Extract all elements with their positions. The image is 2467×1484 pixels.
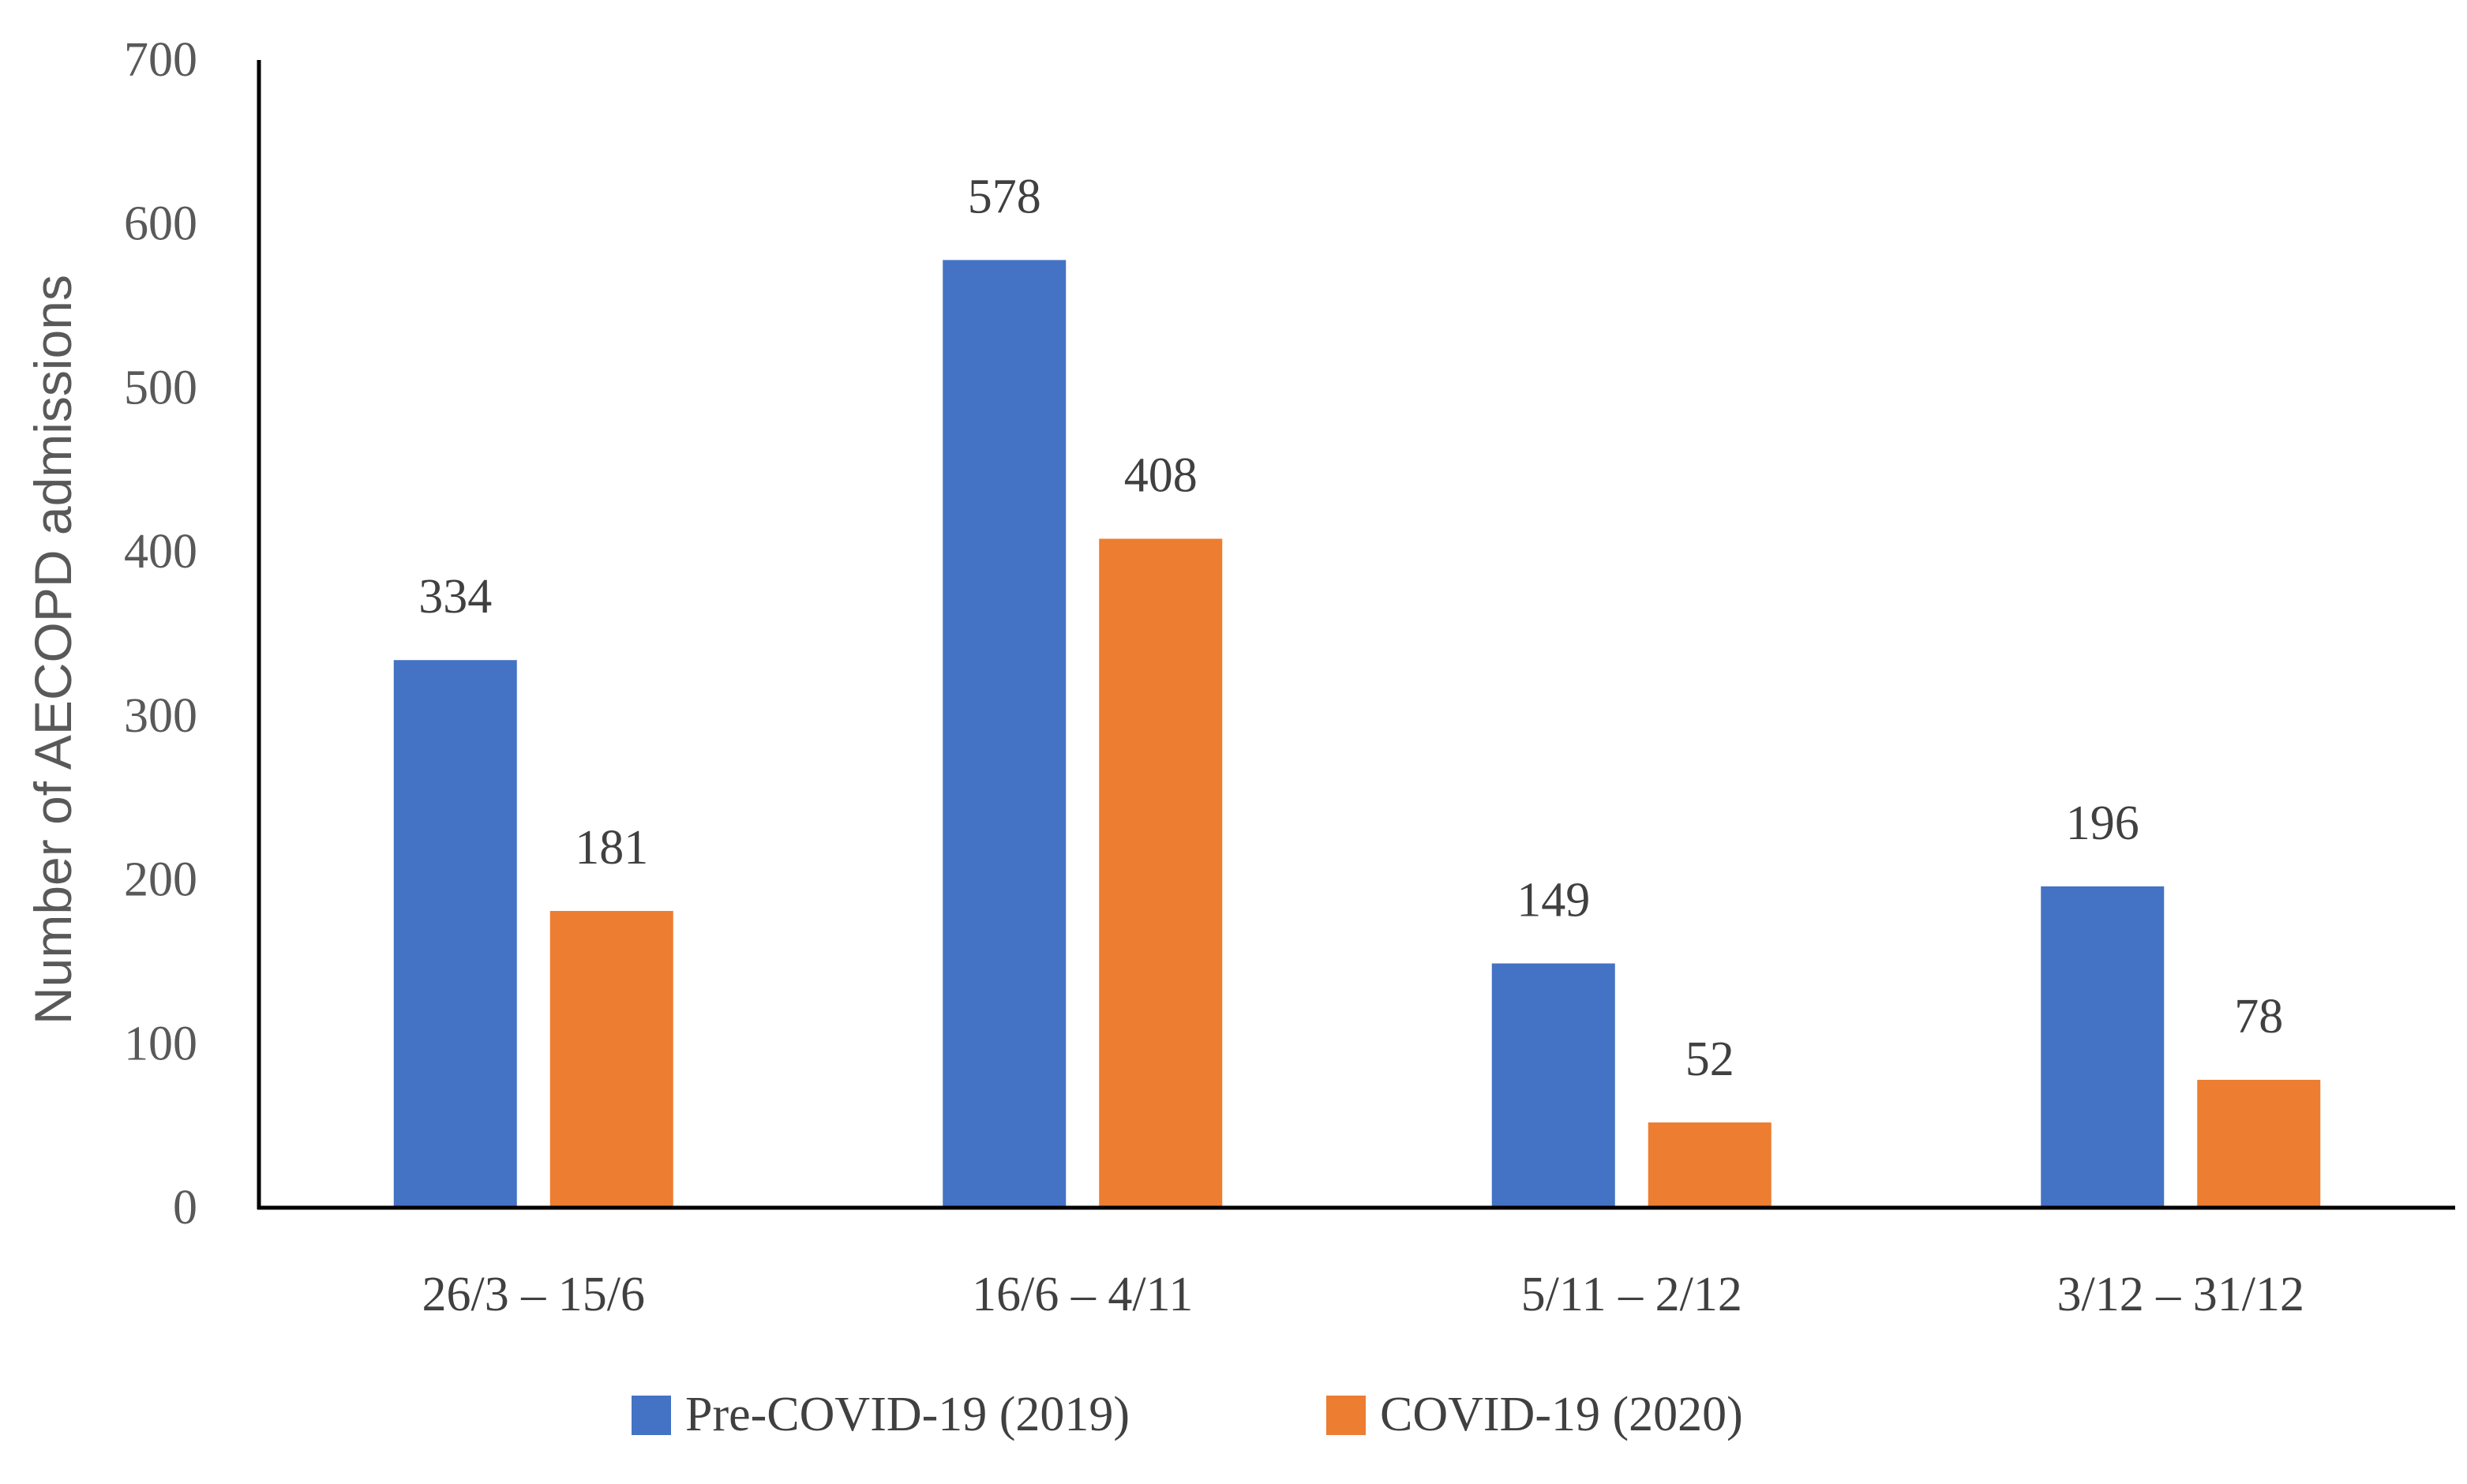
y-axis-ticks: 0 100 200 300 400 500 600 700: [124, 33, 197, 1235]
bar-pre-covid-2019-1: [943, 260, 1067, 1209]
data-label: 334: [418, 570, 492, 624]
legend: Pre-COVID-19 (2019) COVID-19 (2020): [632, 1388, 1743, 1441]
data-labels: 334 181 578 408 149 52 196 78: [418, 170, 2283, 1086]
data-label: 196: [2066, 796, 2139, 850]
y-tick-label: 500: [124, 361, 197, 414]
data-label: 52: [1685, 1032, 1734, 1086]
x-category-label: 3/12 – 31/12: [2057, 1268, 2304, 1321]
data-label: 181: [575, 821, 648, 875]
legend-label: COVID-19 (2020): [1380, 1388, 1743, 1441]
legend-swatch: [632, 1396, 671, 1435]
y-tick-label: 600: [124, 197, 197, 251]
y-tick-label: 400: [124, 525, 197, 579]
data-label: 78: [2234, 990, 2283, 1044]
bar-pre-covid-2019-0: [393, 660, 517, 1208]
y-tick-label: 0: [173, 1181, 197, 1235]
bar-pre-covid-2019-2: [1491, 963, 1615, 1208]
y-tick-label: 300: [124, 689, 197, 743]
bars: [393, 260, 2321, 1209]
data-label: 578: [968, 170, 1041, 223]
x-category-label: 16/6 – 4/11: [972, 1268, 1193, 1321]
data-label: 408: [1124, 449, 1198, 503]
data-label: 149: [1517, 874, 1590, 928]
bar-covid-2020-3: [2197, 1079, 2321, 1208]
x-axis-categories: 26/3 – 15/6 16/6 – 4/11 5/11 – 2/12 3/12 – …: [422, 1268, 2304, 1321]
y-tick-label: 100: [124, 1017, 197, 1070]
bar-pre-covid-2019-3: [2041, 886, 2165, 1208]
legend-swatch: [1326, 1396, 1366, 1435]
y-tick-label: 200: [124, 853, 197, 907]
x-category-label: 5/11 – 2/12: [1521, 1268, 1742, 1321]
x-category-label: 26/3 – 15/6: [422, 1268, 645, 1321]
y-axis-title: Number of AECOPD admissions: [24, 275, 82, 1025]
bar-covid-2020-1: [1099, 538, 1223, 1208]
bar-covid-2020-2: [1648, 1122, 1772, 1208]
legend-label: Pre-COVID-19 (2019): [685, 1388, 1130, 1441]
y-tick-label: 700: [124, 33, 197, 87]
bar-covid-2020-0: [549, 911, 673, 1208]
